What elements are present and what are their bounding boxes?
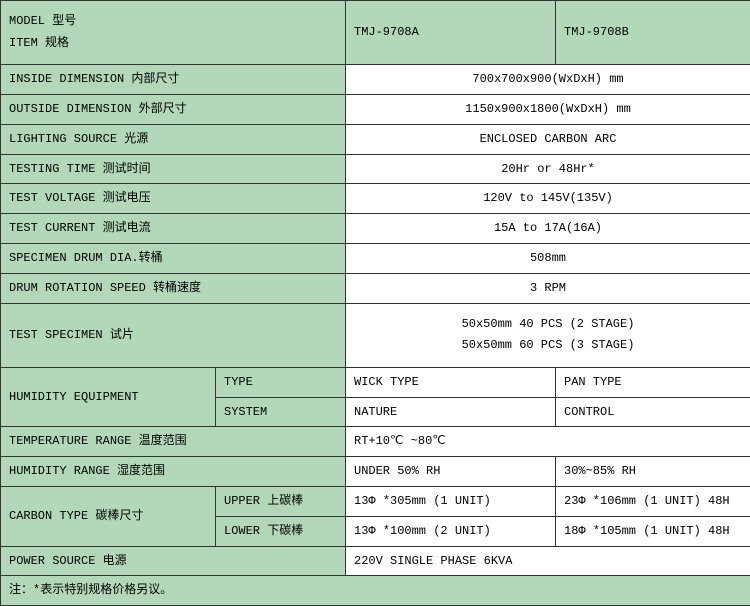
model-item-header: MODEL 型号 ITEM 规格: [1, 1, 346, 65]
table-row: TEMPERATURE RANGE 温度范围 RT+10℃ ~80℃: [1, 427, 750, 457]
specimen-value: 50x50mm 40 PCS (2 STAGE) 50x50mm 60 PCS …: [346, 303, 750, 367]
temp-range-value: RT+10℃ ~80℃: [346, 427, 750, 457]
table-row: TEST SPECIMEN 试片 50x50mm 40 PCS (2 STAGE…: [1, 303, 750, 367]
test-voltage-value: 120V to 145V(135V): [346, 184, 750, 214]
humidity-system-label: SYSTEM: [216, 397, 346, 427]
drum-dia-label: SPECIMEN DRUM DIA.转桶: [1, 243, 346, 273]
humidity-type-label: TYPE: [216, 367, 346, 397]
carbon-upper-label: UPPER 上碳棒: [216, 486, 346, 516]
table-row: INSIDE DIMENSION 内部尺寸 700x700x900(WxDxH)…: [1, 65, 750, 95]
test-current-value: 15A to 17A(16A): [346, 214, 750, 244]
table-row: MODEL 型号 ITEM 规格 TMJ-9708A TMJ-9708B: [1, 1, 750, 65]
specimen-line2: 50x50mm 60 PCS (3 STAGE): [462, 338, 635, 352]
item-label: ITEM 规格: [9, 36, 69, 50]
drum-dia-value: 508mm: [346, 243, 750, 273]
lighting-value: ENCLOSED CARBON ARC: [346, 124, 750, 154]
table-row: CARBON TYPE 碳棒尺寸 UPPER 上碳棒 13Φ *305mm (1…: [1, 486, 750, 516]
spec-table: MODEL 型号 ITEM 规格 TMJ-9708A TMJ-9708B INS…: [0, 0, 750, 606]
humidity-type-a: WICK TYPE: [346, 367, 556, 397]
humidity-system-b: CONTROL: [556, 397, 750, 427]
test-time-label: TESTING TIME 测试时间: [1, 154, 346, 184]
carbon-type-label: CARBON TYPE 碳棒尺寸: [1, 486, 216, 546]
table-row: HUMIDITY EQUIPMENT TYPE WICK TYPE PAN TY…: [1, 367, 750, 397]
specimen-line1: 50x50mm 40 PCS (2 STAGE): [462, 317, 635, 331]
model-b-header: TMJ-9708B: [556, 1, 750, 65]
power-label: POWER SOURCE 电源: [1, 546, 346, 576]
table-row: DRUM ROTATION SPEED 转桶速度 3 RPM: [1, 273, 750, 303]
outside-dim-value: 1150x900x1800(WxDxH) mm: [346, 94, 750, 124]
inside-dim-label: INSIDE DIMENSION 内部尺寸: [1, 65, 346, 95]
drum-speed-label: DRUM ROTATION SPEED 转桶速度: [1, 273, 346, 303]
temp-range-label: TEMPERATURE RANGE 温度范围: [1, 427, 346, 457]
carbon-upper-a: 13Φ *305mm (1 UNIT): [346, 486, 556, 516]
table-row: OUTSIDE DIMENSION 外部尺寸 1150x900x1800(WxD…: [1, 94, 750, 124]
outside-dim-label: OUTSIDE DIMENSION 外部尺寸: [1, 94, 346, 124]
carbon-upper-b: 23Φ *106mm (1 UNIT) 48H: [556, 486, 750, 516]
table-row: TESTING TIME 测试时间 20Hr or 48Hr*: [1, 154, 750, 184]
table-row: LIGHTING SOURCE 光源 ENCLOSED CARBON ARC: [1, 124, 750, 154]
footnote: 注：*表示特别规格价格另议。: [1, 576, 750, 606]
inside-dim-value: 700x700x900(WxDxH) mm: [346, 65, 750, 95]
humidity-range-b: 30%~85% RH: [556, 457, 750, 487]
table-row: TEST VOLTAGE 测试电压 120V to 145V(135V): [1, 184, 750, 214]
lighting-label: LIGHTING SOURCE 光源: [1, 124, 346, 154]
humidity-range-a: UNDER 50% RH: [346, 457, 556, 487]
table-row: HUMIDITY RANGE 湿度范围 UNDER 50% RH 30%~85%…: [1, 457, 750, 487]
humidity-type-b: PAN TYPE: [556, 367, 750, 397]
carbon-lower-a: 13Φ *100mm (2 UNIT): [346, 516, 556, 546]
test-time-value: 20Hr or 48Hr*: [346, 154, 750, 184]
test-current-label: TEST CURRENT 测试电流: [1, 214, 346, 244]
humidity-range-label: HUMIDITY RANGE 湿度范围: [1, 457, 346, 487]
power-value: 220V SINGLE PHASE 6KVA: [346, 546, 750, 576]
humidity-system-a: NATURE: [346, 397, 556, 427]
table-row: 注：*表示特别规格价格另议。: [1, 576, 750, 606]
table-row: SPECIMEN DRUM DIA.转桶 508mm: [1, 243, 750, 273]
humidity-eq-label: HUMIDITY EQUIPMENT: [1, 367, 216, 427]
model-label: MODEL 型号: [9, 14, 76, 28]
specimen-label: TEST SPECIMEN 试片: [1, 303, 346, 367]
table-row: TEST CURRENT 测试电流 15A to 17A(16A): [1, 214, 750, 244]
carbon-lower-b: 18Φ *105mm (1 UNIT) 48H: [556, 516, 750, 546]
model-a-header: TMJ-9708A: [346, 1, 556, 65]
table-row: POWER SOURCE 电源 220V SINGLE PHASE 6KVA: [1, 546, 750, 576]
test-voltage-label: TEST VOLTAGE 测试电压: [1, 184, 346, 214]
drum-speed-value: 3 RPM: [346, 273, 750, 303]
carbon-lower-label: LOWER 下碳棒: [216, 516, 346, 546]
